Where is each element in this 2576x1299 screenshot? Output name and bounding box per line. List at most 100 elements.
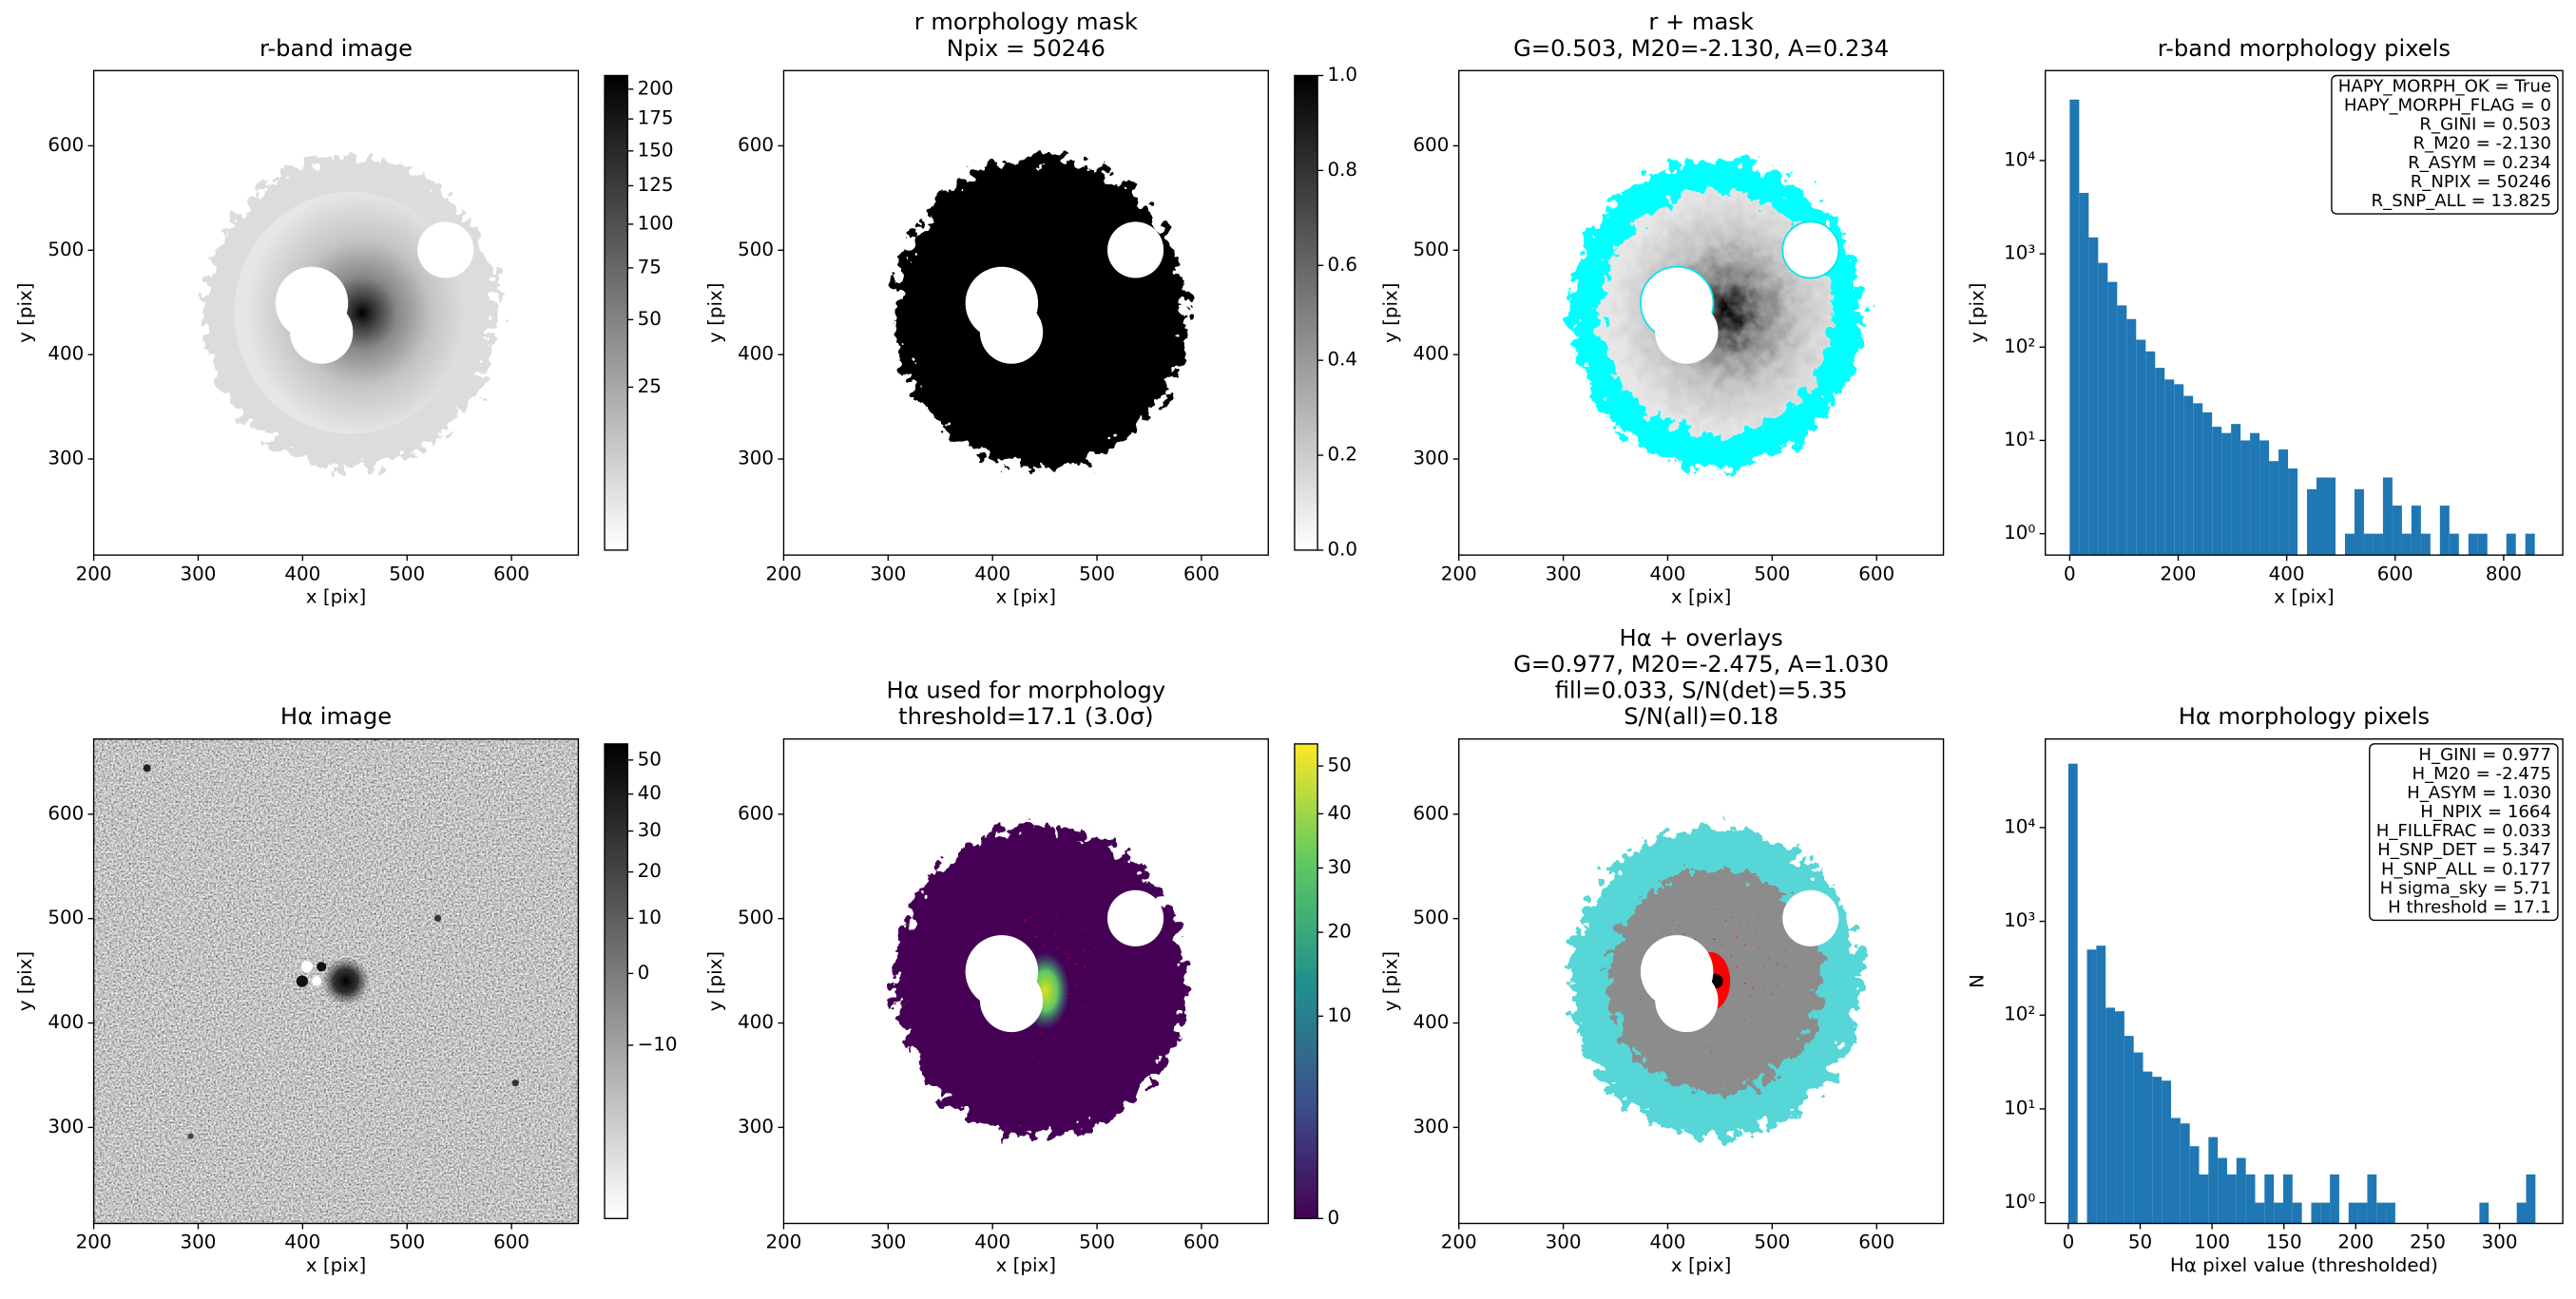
hist-bar (2231, 424, 2241, 556)
ha-core (321, 957, 371, 1006)
y-axis-label: y [pix] (1379, 282, 1401, 342)
ha-spot (300, 961, 314, 973)
stats-line: H_NPIX = 1664 (2420, 802, 2551, 822)
stats-frame (2331, 74, 2559, 215)
x-tick-label: 500 (1754, 1232, 1790, 1253)
x-tick-label: 200 (2337, 1232, 2374, 1253)
y-tick-label: 600 (48, 134, 84, 156)
masked-star (1107, 221, 1164, 278)
panel-title: G=0.977, M20=-2.475, A=1.030 (1513, 651, 1889, 678)
hist-bar (2189, 1146, 2200, 1224)
colorbar-tick-label: 20 (638, 860, 662, 882)
hist-bar (2086, 949, 2097, 1224)
hist-bar (2269, 461, 2279, 556)
y-tick-label: 10² (2004, 1003, 2035, 1025)
hist-bar (2250, 432, 2260, 556)
hist-bar (2288, 468, 2298, 556)
y-tick-label: 400 (1413, 343, 1449, 365)
colorbar-tick-label: 50 (1327, 755, 1351, 776)
y-tick-label: 300 (738, 448, 774, 469)
stats-line: H_SNP_ALL = 0.177 (2381, 859, 2551, 879)
colorbar (604, 743, 628, 1220)
x-tick-label: 400 (1650, 563, 1686, 584)
hist-bar (2069, 99, 2080, 556)
y-tick-label: 400 (738, 343, 774, 365)
hist-bar (2386, 1202, 2395, 1224)
stats-line: H sigma_sky = 5.71 (2380, 878, 2551, 898)
x-axis-label: x [pix] (306, 1254, 366, 1276)
y-tick-label: 10⁰ (2004, 522, 2035, 544)
x-axis-label: Hα pixel value (thresholded) (2170, 1254, 2438, 1276)
stats-line: R_GINI = 0.503 (2419, 115, 2551, 135)
x-tick-label: 400 (1650, 1232, 1686, 1253)
y-tick-label: 500 (48, 239, 84, 260)
y-tick-label: 10⁴ (2004, 815, 2035, 837)
axes-frame (1458, 69, 1945, 556)
axes-frame (2045, 69, 2564, 556)
galaxy-region (894, 158, 1186, 468)
x-tick-label: 400 (284, 563, 320, 584)
hist-bar (2115, 1011, 2124, 1224)
hist-bar (2162, 1080, 2172, 1224)
stats-line: R_M20 = -2.130 (2413, 134, 2551, 154)
y-tick-label: 300 (1413, 1116, 1449, 1137)
x-tick-label: 600 (493, 1232, 529, 1253)
x-tick-label: 500 (389, 563, 425, 584)
colorbar-tick-label: 0.4 (1327, 349, 1357, 371)
masked-star (979, 968, 1044, 1033)
x-tick-label: 300 (870, 563, 906, 584)
axes-frame (2045, 737, 2564, 1225)
hist-bar (2193, 403, 2203, 556)
y-tick-label: 10⁰ (2004, 1191, 2035, 1213)
y-tick-label: 10⁴ (2004, 148, 2035, 170)
x-tick-label: 300 (181, 1232, 217, 1253)
ha-spot (511, 1079, 519, 1087)
galaxy-light (234, 191, 468, 434)
stats-line: H_SNP_DET = 5.347 (2377, 840, 2551, 860)
axes-frame (92, 69, 580, 556)
masked-star (1781, 220, 1840, 279)
hist-bar (2325, 477, 2336, 556)
colorbar-tick-label: 75 (638, 256, 662, 277)
stats-line: H_FILLFRAC = 0.033 (2376, 821, 2551, 841)
x-axis-label: x [pix] (996, 1254, 1056, 1276)
hist-bar (2255, 1202, 2265, 1224)
panel-title: threshold=17.1 (3.0σ) (898, 703, 1153, 730)
x-tick-label: 50 (2128, 1232, 2152, 1253)
hist-bar (2449, 533, 2459, 556)
stats-frame (2369, 743, 2559, 922)
colorbar-tick-label: 20 (1327, 921, 1351, 943)
colorbar-tick-label: 1.0 (1327, 64, 1357, 86)
hist-bar (2477, 533, 2488, 556)
panel-title: r-band image (260, 35, 413, 62)
hist-bar (2145, 351, 2156, 556)
colorbar-tick-label: 30 (638, 819, 662, 841)
colorbar-tick-label: 200 (638, 77, 674, 99)
colorbar-tick-label: 0 (638, 962, 650, 984)
hist-bar (2180, 1123, 2190, 1224)
panel-title: Hα used for morphology (887, 678, 1166, 704)
x-tick-label: 400 (974, 563, 1010, 584)
x-axis-label: x [pix] (1671, 1254, 1731, 1276)
y-tick-label: 300 (48, 1116, 84, 1137)
y-tick-label: 300 (738, 1116, 774, 1137)
masked-star (1107, 889, 1164, 946)
colorbar (604, 74, 628, 551)
x-tick-label: 200 (765, 563, 801, 584)
hist-bar (2152, 1077, 2163, 1224)
hist-bar (2259, 440, 2270, 556)
hist-bar (2348, 1202, 2358, 1224)
panel-title: Npix = 50246 (947, 35, 1105, 62)
colorbar-tick-label: 125 (638, 174, 674, 196)
hist-bar (2088, 237, 2099, 556)
hist-bar (2208, 1137, 2219, 1224)
hist-bar (2245, 1174, 2256, 1224)
colorbar-tick-label: 30 (1327, 856, 1351, 878)
hist-bar (2311, 1202, 2321, 1224)
colorbar-tick-label: 0.2 (1327, 444, 1357, 466)
axes-frame (92, 737, 580, 1225)
x-tick-label: 500 (1079, 563, 1115, 584)
panel-title: fill=0.033, S/N(det)=5.35 (1555, 678, 1848, 704)
x-tick-label: 200 (1441, 563, 1477, 584)
